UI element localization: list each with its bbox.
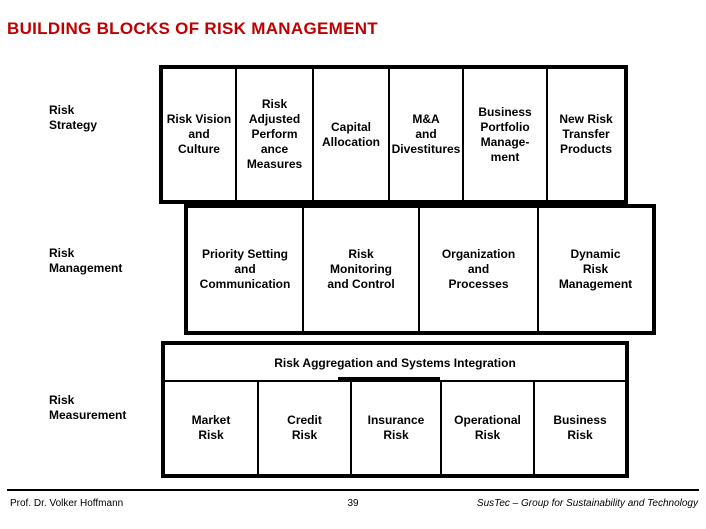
cell-market-risk: Market Risk	[191, 413, 231, 442]
cell-risk-adjusted-performance-measures: Risk Adjusted Perform ance Measures	[235, 69, 312, 200]
cell-credit-risk: Credit Risk	[257, 382, 350, 474]
footer-author: Prof. Dr. Volker Hoffmann	[10, 498, 124, 509]
insurance-cell-top-edge	[338, 377, 440, 382]
cell-capital-allocation: Capital Allocation	[312, 69, 388, 200]
cell-priority-setting-and-communication: Priority Setting and Communication	[199, 247, 291, 291]
cell-dynamic-risk-management: Dynamic Risk Management	[537, 208, 652, 331]
cell-ma-and-divestitures: M&A and Divestitures	[388, 69, 462, 200]
cell-business-risk: Business Risk	[533, 382, 625, 474]
cell-business-portfolio-management: Business Portfolio Manage- ment	[462, 69, 546, 200]
row-label-risk-measurement: Risk Measurement	[49, 393, 127, 422]
cell-risk-monitoring-and-control: Risk Monitoring and Control	[302, 208, 418, 331]
risk-type-cells: Market Risk Credit Risk Insurance Risk O…	[165, 382, 625, 474]
cell-insurance-risk: Insurance Risk	[350, 382, 440, 474]
row-label-risk-management: Risk Management	[49, 246, 123, 275]
cell-risk-vision-and-culture: Risk Vision and Culture	[166, 112, 232, 156]
footer-divider	[7, 489, 699, 491]
risk-measurement-row: Risk Aggregation and Systems Integration…	[161, 341, 629, 478]
page-title: BUILDING BLOCKS OF RISK MANAGEMENT	[7, 19, 378, 38]
cell-organization-and-processes: Organization and Processes	[418, 208, 537, 331]
risk-management-row: Priority Setting and Communication Risk …	[184, 204, 656, 335]
row-label-risk-strategy: Risk Strategy	[49, 103, 98, 132]
footer-page-number: 39	[347, 498, 359, 509]
cell-operational-risk: Operational Risk	[440, 382, 533, 474]
cell-new-risk-transfer-products: New Risk Transfer Products	[546, 69, 624, 200]
risk-strategy-row: Risk Vision and Culture Risk Adjusted Pe…	[159, 65, 628, 204]
footer-group-name: SusTec – Group for Sustainability and Te…	[476, 498, 698, 509]
